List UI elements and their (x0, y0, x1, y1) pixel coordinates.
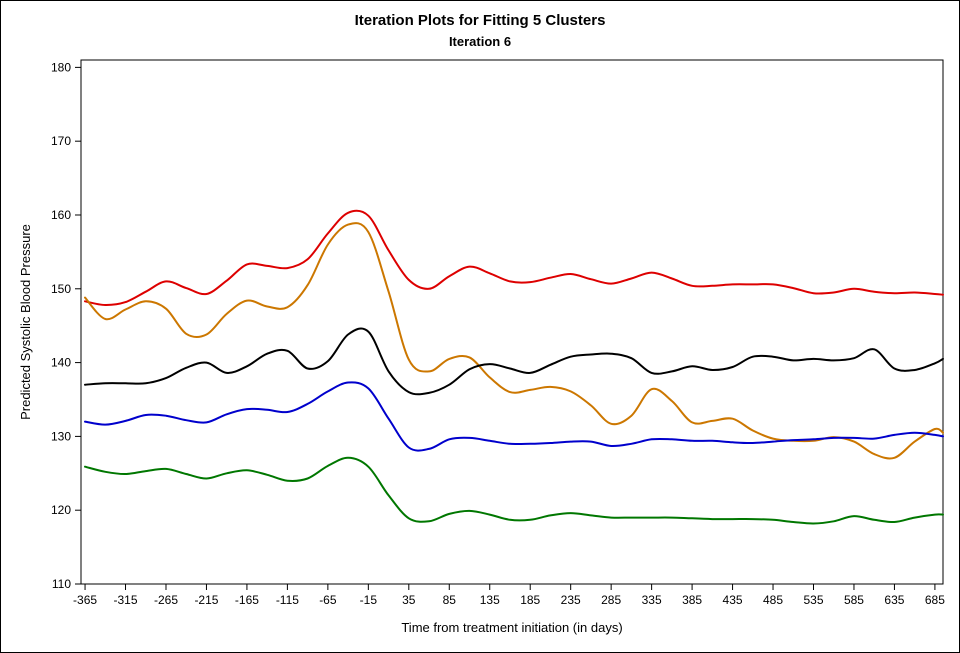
y-axis-label: Predicted Systolic Blood Pressure (18, 224, 33, 420)
series-line-3 (84, 327, 944, 396)
x-tick-label: -65 (319, 593, 337, 607)
series-layer (84, 209, 944, 525)
y-axis: 110 120 130 140 150 160 170 180 (51, 60, 81, 591)
x-tick-label: 485 (763, 593, 783, 607)
y-tick-label: 170 (51, 134, 71, 148)
y-tick-label: 150 (51, 282, 71, 296)
x-tick-label: -265 (154, 593, 178, 607)
series-line-4 (84, 381, 944, 452)
y-tick-label: 110 (52, 577, 71, 591)
x-axis: -365 -315 -265 -215 -165 -115 -65 -15 35 85 135 185… (73, 584, 945, 607)
series-line-2 (84, 222, 944, 460)
y-tick-label: 130 (51, 429, 71, 443)
x-tick-label: 85 (443, 593, 457, 607)
x-tick-label: 535 (803, 593, 823, 607)
chart-subtitle: Iteration 6 (448, 34, 512, 49)
x-tick-label: 185 (520, 593, 540, 607)
x-tick-label: 435 (723, 593, 743, 607)
series-line-1 (84, 209, 944, 307)
y-tick-label: 160 (51, 208, 71, 222)
x-tick-label: -165 (235, 593, 259, 607)
chart-title: Iteration Plots for Fitting 5 Clusters (354, 12, 606, 29)
y-tick-label: 120 (51, 503, 71, 517)
plot-area-border (80, 59, 944, 585)
x-tick-label: 285 (601, 593, 621, 607)
x-tick-label: -365 (73, 593, 97, 607)
x-tick-label: 685 (925, 593, 945, 607)
x-tick-label: 385 (682, 593, 702, 607)
x-tick-label: 35 (402, 593, 416, 607)
x-tick-label: -215 (194, 593, 218, 607)
x-tick-label: 235 (561, 593, 581, 607)
x-tick-label: 335 (642, 593, 662, 607)
x-tick-label: -315 (114, 593, 138, 607)
y-tick-label: 140 (51, 356, 71, 370)
y-tick-label: 180 (51, 60, 71, 74)
series-line-5 (84, 456, 944, 525)
x-tick-label: 135 (480, 593, 500, 607)
x-tick-label: -115 (276, 593, 299, 607)
x-tick-label: 635 (884, 593, 904, 607)
x-axis-label: Time from treatment initiation (in days) (401, 620, 622, 635)
x-tick-label: 585 (844, 593, 864, 607)
x-tick-label: -15 (360, 593, 378, 607)
